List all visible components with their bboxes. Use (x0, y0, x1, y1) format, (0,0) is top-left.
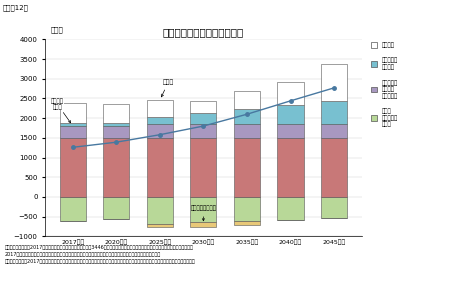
Title: 水道料金の変化幅の要因分解: 水道料金の変化幅の要因分解 (162, 27, 244, 37)
Text: （円）: （円） (51, 27, 64, 33)
Bar (233, 91, 259, 109)
Legend: 人口減少, 減価償却費
等の増加, 独立採算制
の原則に
基づく変化, ダウン
サイジング
の効果: 人口減少, 減価償却費 等の増加, 独立採算制 の原則に 基づく変化, ダウン … (370, 42, 397, 127)
Bar (320, 197, 346, 218)
Bar (190, 124, 216, 138)
Bar (60, 123, 86, 126)
Bar (147, 100, 173, 117)
Bar (320, 64, 346, 101)
Bar (233, 197, 259, 221)
Bar (277, 105, 303, 124)
Bar (103, 104, 129, 122)
Bar (103, 138, 129, 197)
Bar (103, 122, 129, 126)
Bar (233, 221, 259, 225)
Bar (147, 124, 173, 138)
Bar (147, 117, 173, 124)
Bar (233, 138, 259, 197)
Bar (320, 101, 346, 124)
Bar (190, 101, 216, 113)
Bar (277, 197, 303, 220)
Bar (277, 124, 303, 138)
Text: 変化幅: 変化幅 (161, 79, 174, 97)
Bar (60, 138, 86, 197)
Bar (147, 138, 173, 197)
Bar (147, 197, 173, 224)
Bar (277, 138, 303, 197)
Bar (60, 103, 86, 123)
Bar (60, 197, 86, 221)
Bar (190, 138, 216, 197)
Text: 更新費用
の増加: 更新費用 の増加 (51, 98, 70, 123)
Bar (190, 222, 216, 227)
Bar (320, 138, 346, 197)
Bar (190, 197, 216, 222)
Text: その他費用の減少: その他費用の減少 (190, 206, 216, 221)
Text: （図表12）: （図表12） (2, 5, 28, 11)
Bar (190, 113, 216, 124)
Bar (60, 126, 86, 138)
Bar (277, 82, 303, 105)
Bar (233, 124, 259, 138)
Bar (103, 197, 129, 219)
Bar (103, 126, 129, 138)
Bar (233, 109, 259, 124)
Bar (147, 224, 173, 227)
Text: （注意）変化幅は、2017年度の水道料金の全団体平均値である3446円と各年度の推計値との差額。独立採算制の原則に基づく変化とは、
2017年度時点で独立採算制: （注意）変化幅は、2017年度の水道料金の全団体平均値である3446円と各年度の… (5, 245, 195, 264)
Bar (320, 124, 346, 138)
